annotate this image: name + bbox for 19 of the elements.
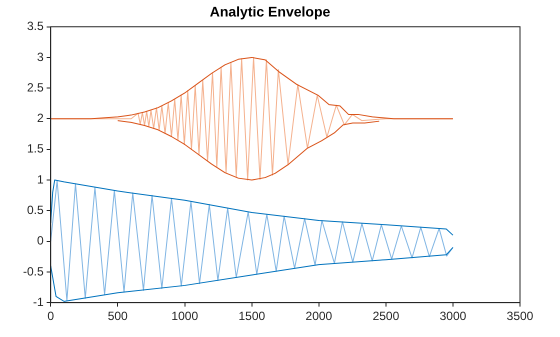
y-tick-label: 1 [36, 172, 44, 186]
y-tick-label: 0.5 [26, 202, 44, 217]
y-tick-label: 3.5 [26, 19, 44, 34]
y-tick-label: 2 [36, 111, 44, 126]
y-tick-label: 2.5 [26, 80, 44, 94]
x-tick-label: 2000 [306, 309, 333, 324]
x-tick-label: 3000 [440, 309, 467, 324]
x-tick-label: 2500 [372, 309, 400, 324]
x-tick-label: 3500 [506, 309, 534, 324]
y-tick-label: -0.5 [22, 264, 44, 278]
y-tick-label: 1.5 [26, 142, 44, 156]
y-tick-label: -1 [33, 294, 44, 309]
x-tick-label: 1000 [171, 309, 198, 324]
x-tick-label: 0 [47, 309, 54, 324]
x-tick-label: 1500 [238, 309, 266, 324]
x-tick-label: 500 [108, 309, 128, 324]
y-tick-label: 3 [36, 50, 44, 64]
chart-title: Analytic Envelope [210, 3, 331, 20]
y-tick-label: 0 [36, 234, 44, 248]
